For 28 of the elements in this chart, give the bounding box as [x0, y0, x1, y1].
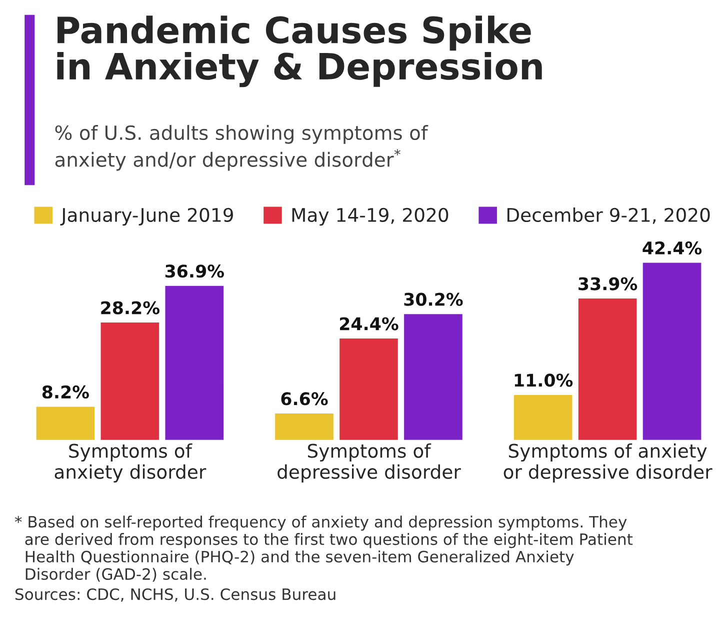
data-label: 33.9%: [578, 277, 638, 290]
text: * Based on self-reported frequency of anxiety and depression symptoms. They are derived from responses to the first two questions of the eight-item Patient Health Questionnaire (PHQ-2) and the seven-item Generalized Anxiety Disorder (GAD-2) scale.: [14, 516, 633, 582]
x-tick-label: Symptoms of anxiety disorder: [54, 443, 206, 483]
bar: [274, 412, 335, 441]
source-note: Sources: CDC, NCHS, U.S. Census Bureau: [15, 588, 336, 602]
bar: [402, 312, 464, 441]
bar: [338, 337, 400, 441]
data-label: 36.9%: [165, 264, 224, 278]
bar: [34, 405, 96, 441]
data-label: 30.2%: [404, 292, 463, 306]
data-label: 42.4%: [642, 241, 702, 255]
bar: [164, 284, 225, 441]
chart-subtitle: % of U.S. adults showing symptoms of anxiety and/or depressive disorder$^{*}$: [55, 125, 428, 171]
bar: [512, 394, 574, 441]
data-label: 6.6%: [281, 392, 328, 406]
bar: [577, 297, 638, 441]
legend-label: January-June 2019: [60, 208, 233, 226]
legend-label: December 9-21, 2020: [507, 208, 710, 224]
legend-label: May 14-19, 2020: [292, 208, 448, 226]
chart-title: Pandemic Causes Spike in Anxiety & Depression: [57, 16, 542, 88]
bar: [99, 321, 160, 441]
data-label: 11.0%: [514, 374, 573, 387]
x-tick-label: Symptoms of anxiety or depressive disorder: [504, 443, 712, 483]
x-tick-label: Symptoms of depressive disorder: [278, 443, 461, 483]
data-label: 8.2%: [42, 385, 89, 399]
bar: [641, 261, 703, 441]
data-label: 24.4%: [340, 317, 398, 330]
data-label: 28.2%: [101, 301, 160, 314]
